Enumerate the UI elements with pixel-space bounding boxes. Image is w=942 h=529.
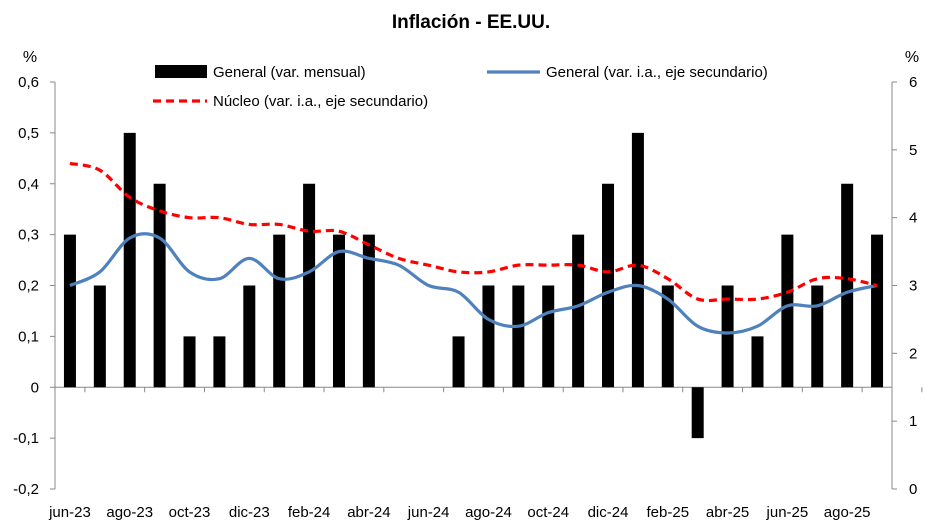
bar bbox=[93, 285, 106, 388]
bar bbox=[482, 285, 495, 388]
bar bbox=[811, 285, 824, 388]
right-tick-label: 4 bbox=[909, 210, 917, 227]
bar bbox=[572, 234, 585, 388]
left-tick-label: 0,3 bbox=[18, 227, 39, 244]
left-tick-label: 0,1 bbox=[18, 328, 39, 345]
x-tick-label: dic-23 bbox=[229, 504, 270, 521]
bar bbox=[602, 183, 615, 388]
right-tick-label: 1 bbox=[909, 413, 917, 430]
x-tick-label: oct-24 bbox=[527, 504, 569, 521]
x-tick-label: jun-24 bbox=[407, 504, 450, 521]
bar bbox=[303, 183, 316, 388]
bar bbox=[183, 336, 196, 388]
general-yoy-line bbox=[69, 232, 878, 335]
bar bbox=[123, 132, 136, 388]
bar bbox=[452, 336, 465, 388]
bar bbox=[721, 285, 734, 388]
right-tick-label: 0 bbox=[909, 481, 917, 498]
bar bbox=[63, 234, 76, 388]
bar bbox=[691, 387, 704, 439]
bar bbox=[841, 183, 854, 388]
bar bbox=[362, 234, 375, 388]
x-tick-label: dic-24 bbox=[588, 504, 629, 521]
x-tick-label: feb-25 bbox=[647, 504, 690, 521]
x-tick-label: jun-23 bbox=[48, 504, 91, 521]
right-tick-label: 6 bbox=[909, 74, 917, 91]
left-tick-label: -0,1 bbox=[13, 430, 39, 447]
bar bbox=[243, 285, 256, 388]
bar bbox=[751, 336, 764, 388]
legend-swatch-general-monthly bbox=[155, 65, 207, 78]
bar bbox=[542, 285, 555, 388]
bar bbox=[273, 234, 286, 388]
x-tick-label: oct-23 bbox=[169, 504, 211, 521]
core-yoy-line bbox=[69, 161, 878, 303]
chart-title: Inflación - EE.UU. bbox=[392, 12, 550, 33]
right-tick-label: 3 bbox=[909, 278, 917, 295]
x-tick-label: ago-23 bbox=[106, 504, 153, 521]
x-tick-label: ago-25 bbox=[824, 504, 871, 521]
right-axis-unit: % bbox=[905, 49, 919, 66]
bar bbox=[661, 285, 674, 388]
right-tick-label: 5 bbox=[909, 142, 917, 159]
legend-label: General (var. i.a., eje secundario) bbox=[546, 64, 768, 81]
x-tick-label: abr-25 bbox=[706, 504, 749, 521]
legend-label: General (var. mensual) bbox=[213, 64, 366, 81]
bar bbox=[153, 183, 166, 388]
bar bbox=[631, 132, 644, 388]
x-tick-label: jun-25 bbox=[766, 504, 809, 521]
right-tick-label: 2 bbox=[909, 345, 917, 362]
bar bbox=[213, 336, 226, 388]
x-tick-label: ago-24 bbox=[465, 504, 512, 521]
x-tick-label: abr-24 bbox=[347, 504, 390, 521]
left-tick-label: 0 bbox=[31, 379, 39, 396]
bar bbox=[332, 234, 345, 388]
left-tick-label: 0,5 bbox=[18, 125, 39, 142]
left-axis-unit: % bbox=[23, 49, 37, 66]
bar bbox=[512, 285, 525, 388]
bar bbox=[871, 234, 884, 388]
left-tick-label: 0,2 bbox=[18, 278, 39, 295]
left-tick-label: 0,4 bbox=[18, 176, 39, 193]
left-tick-label: -0,2 bbox=[13, 481, 39, 498]
x-tick-label: feb-24 bbox=[288, 504, 331, 521]
bar bbox=[781, 234, 794, 388]
left-tick-label: 0,6 bbox=[18, 74, 39, 91]
legend-label: Núcleo (var. i.a., eje secundario) bbox=[213, 93, 428, 110]
